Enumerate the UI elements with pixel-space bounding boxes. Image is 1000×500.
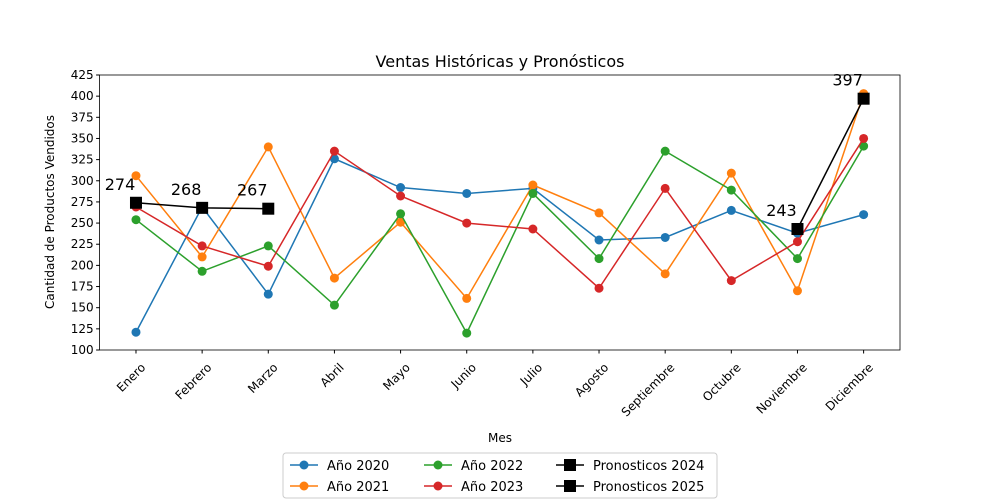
legend-marker xyxy=(433,481,443,491)
y-tick-label: 125 xyxy=(71,322,94,336)
legend-marker xyxy=(433,460,443,470)
data-point xyxy=(726,276,736,286)
data-point xyxy=(660,232,670,242)
data-point xyxy=(462,293,472,303)
data-point xyxy=(660,269,670,279)
y-tick-label: 350 xyxy=(71,131,94,145)
y-tick-label: 100 xyxy=(71,343,94,357)
data-label: 268 xyxy=(171,180,202,199)
legend-entry: Año 2022 xyxy=(424,459,523,474)
data-point xyxy=(131,215,141,225)
legend-marker xyxy=(299,481,309,491)
data-label: 397 xyxy=(832,71,863,90)
y-tick-label: 375 xyxy=(71,110,94,124)
data-point xyxy=(726,205,736,215)
chart-title: Ventas Históricas y Pronósticos xyxy=(376,52,625,71)
legend-entry: Pronosticos 2024 xyxy=(556,459,704,474)
data-point xyxy=(594,235,604,245)
data-point xyxy=(263,289,273,299)
data-point xyxy=(791,223,804,235)
data-point xyxy=(262,202,275,215)
data-point xyxy=(329,273,339,283)
y-tick-label: 200 xyxy=(71,258,94,272)
data-point xyxy=(129,196,142,209)
data-point xyxy=(792,237,802,247)
y-tick-label: 250 xyxy=(71,216,94,230)
y-axis-label: Cantidad de Productos Vendidos xyxy=(43,115,57,309)
data-point xyxy=(792,254,802,264)
data-point xyxy=(660,146,670,156)
data-point xyxy=(396,191,406,201)
data-point xyxy=(859,133,869,143)
data-point xyxy=(131,327,141,337)
y-tick-label: 325 xyxy=(71,153,94,167)
data-point xyxy=(263,142,273,152)
data-point xyxy=(859,141,869,151)
y-tick-label: 225 xyxy=(71,237,94,251)
legend-marker xyxy=(564,459,576,471)
data-point xyxy=(528,188,538,198)
series-line xyxy=(796,98,865,230)
data-point xyxy=(857,92,870,105)
data-label: 274 xyxy=(105,175,136,194)
legend-label: Año 2020 xyxy=(327,459,389,474)
legend-marker xyxy=(564,480,576,492)
plot-frame xyxy=(99,74,901,351)
y-tick-label: 400 xyxy=(71,89,94,103)
legend-label: Pronosticos 2025 xyxy=(593,480,704,495)
data-point xyxy=(197,266,207,276)
x-axis-label: Mes xyxy=(488,431,512,445)
data-point xyxy=(263,241,273,251)
y-tick-label: 175 xyxy=(71,280,94,294)
series-line xyxy=(135,93,865,300)
y-tick-label: 425 xyxy=(71,68,94,82)
data-point xyxy=(726,168,736,178)
legend-entry: Año 2021 xyxy=(290,480,389,495)
data-point xyxy=(594,208,604,218)
data-point xyxy=(131,171,141,181)
data-point xyxy=(396,209,406,219)
data-point xyxy=(396,183,406,193)
series-line xyxy=(135,157,864,333)
data-point xyxy=(462,188,472,198)
data-label: 243 xyxy=(766,201,797,220)
data-point xyxy=(660,183,670,193)
data-label: 267 xyxy=(237,181,268,200)
data-point xyxy=(528,224,538,234)
legend-entry: Año 2023 xyxy=(424,480,523,495)
series-line xyxy=(135,145,865,335)
data-point xyxy=(462,328,472,338)
data-point xyxy=(462,218,472,228)
legend-entry: Año 2020 xyxy=(290,459,389,474)
legend-marker xyxy=(299,460,309,470)
legend-label: Pronosticos 2024 xyxy=(593,459,704,474)
data-point xyxy=(528,180,538,190)
data-point xyxy=(594,254,604,264)
y-tick-label: 150 xyxy=(71,301,94,315)
legend-entry: Pronosticos 2025 xyxy=(556,480,704,495)
data-point xyxy=(859,210,869,220)
series-line xyxy=(135,138,865,290)
data-point xyxy=(263,261,273,271)
data-point xyxy=(792,286,802,296)
legend-label: Año 2021 xyxy=(327,480,389,495)
data-point xyxy=(197,252,207,262)
data-point xyxy=(196,201,209,214)
data-point xyxy=(329,300,339,310)
data-point xyxy=(726,185,736,195)
data-point xyxy=(197,241,207,251)
legend-label: Año 2022 xyxy=(461,459,523,474)
legend-label: Año 2023 xyxy=(461,480,523,495)
data-point xyxy=(396,217,406,227)
data-point xyxy=(594,283,604,293)
legend-frame xyxy=(282,452,718,499)
data-point xyxy=(329,146,339,156)
y-tick-label: 300 xyxy=(71,174,94,188)
y-tick-label: 275 xyxy=(71,195,94,209)
